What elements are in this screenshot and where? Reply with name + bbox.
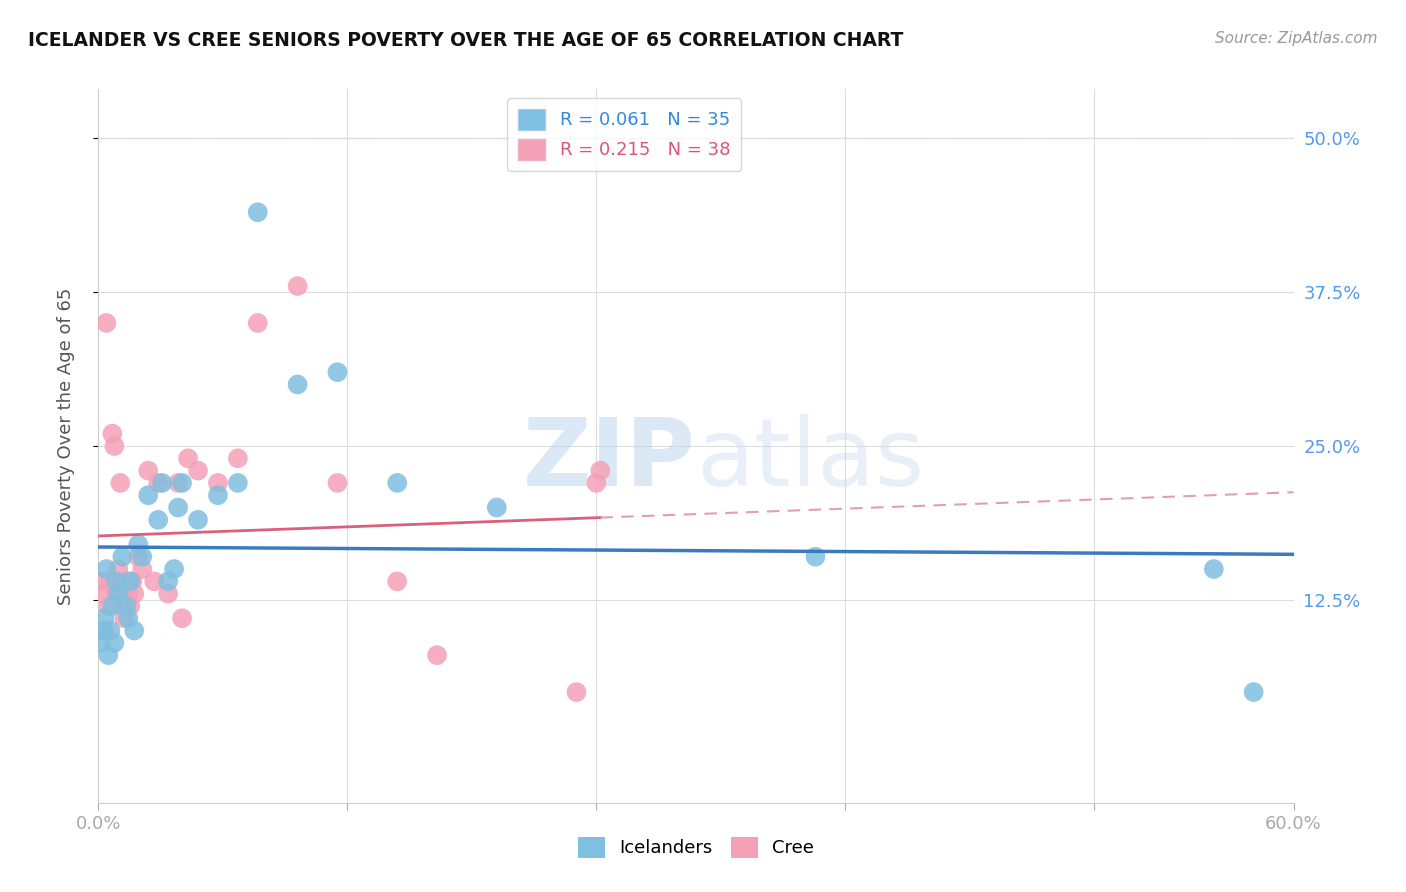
Point <box>157 574 180 589</box>
Point <box>121 574 143 589</box>
Point <box>120 599 142 613</box>
Point <box>207 475 229 490</box>
Point <box>117 587 139 601</box>
Point <box>226 451 249 466</box>
Point <box>136 464 159 478</box>
Point <box>287 377 309 392</box>
Point <box>1243 685 1265 699</box>
Point <box>426 648 449 662</box>
Legend: Icelanders, Cree: Icelanders, Cree <box>571 830 821 865</box>
Point <box>148 475 170 490</box>
Text: ZIP: ZIP <box>523 414 696 507</box>
Point <box>287 279 309 293</box>
Point <box>117 611 139 625</box>
Point <box>91 624 114 638</box>
Point <box>172 611 194 625</box>
Point <box>385 475 409 490</box>
Text: ICELANDER VS CREE SENIORS POVERTY OVER THE AGE OF 65 CORRELATION CHART: ICELANDER VS CREE SENIORS POVERTY OVER T… <box>28 31 904 50</box>
Point <box>101 426 124 441</box>
Point <box>115 599 138 613</box>
Point <box>96 316 118 330</box>
Point <box>127 537 149 551</box>
Point <box>485 500 508 515</box>
Point <box>120 574 142 589</box>
Point <box>124 624 146 638</box>
Point <box>103 439 125 453</box>
Point <box>105 587 128 601</box>
Point <box>103 636 125 650</box>
Text: atlas: atlas <box>696 414 924 507</box>
Point <box>89 574 111 589</box>
Point <box>163 562 186 576</box>
Point <box>96 562 118 576</box>
Point <box>110 475 132 490</box>
Point <box>804 549 827 564</box>
Point <box>93 611 115 625</box>
Point <box>589 464 612 478</box>
Point <box>172 475 194 490</box>
Text: Source: ZipAtlas.com: Source: ZipAtlas.com <box>1215 31 1378 46</box>
Point <box>177 451 200 466</box>
Point <box>148 513 170 527</box>
Point <box>131 549 153 564</box>
Point <box>565 685 588 699</box>
Point <box>105 574 128 589</box>
Point <box>167 475 190 490</box>
Point <box>89 636 111 650</box>
Point <box>91 587 114 601</box>
Point <box>157 587 180 601</box>
Point <box>585 475 607 490</box>
Point <box>246 316 269 330</box>
Point <box>111 599 134 613</box>
Point <box>112 611 135 625</box>
Point <box>101 599 124 613</box>
Point <box>326 365 349 379</box>
Point <box>107 562 129 576</box>
Point <box>207 488 229 502</box>
Point <box>111 549 134 564</box>
Point <box>226 475 249 490</box>
Point <box>97 599 120 613</box>
Point <box>93 624 115 638</box>
Point <box>97 648 120 662</box>
Point <box>136 488 159 502</box>
Point <box>131 562 153 576</box>
Point <box>143 574 166 589</box>
Point <box>167 500 190 515</box>
Point <box>326 475 349 490</box>
Point <box>187 513 209 527</box>
Point <box>100 624 122 638</box>
Y-axis label: Seniors Poverty Over the Age of 65: Seniors Poverty Over the Age of 65 <box>56 287 75 605</box>
Point <box>124 587 146 601</box>
Point <box>246 205 269 219</box>
Point <box>1202 562 1225 576</box>
Point <box>150 475 173 490</box>
Point <box>100 574 122 589</box>
Point <box>187 464 209 478</box>
Point <box>127 549 149 564</box>
Point <box>115 574 138 589</box>
Point <box>107 587 129 601</box>
Point <box>385 574 409 589</box>
